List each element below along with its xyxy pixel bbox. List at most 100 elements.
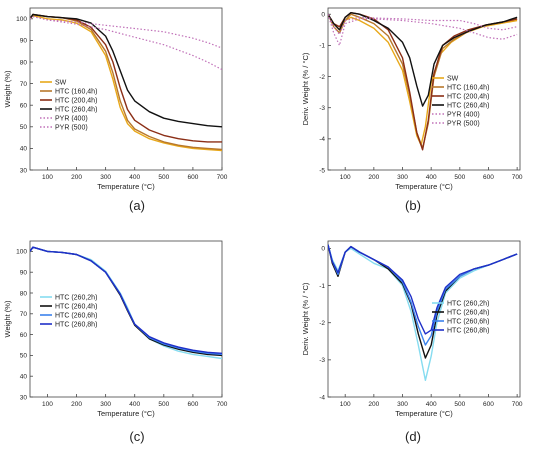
series-line-3	[328, 12, 518, 151]
x-tick-label: 700	[217, 174, 228, 181]
y-axis-label: Deriv. Weight (% / °C)	[301, 282, 310, 355]
x-tick-label: 100	[42, 401, 53, 408]
x-tick-label: 200	[368, 174, 379, 181]
series-line-5	[328, 13, 518, 36]
x-tick-label: 200	[368, 401, 379, 408]
series-line-1	[328, 13, 518, 146]
series-line-5	[30, 16, 222, 49]
legend: SW HTC (160,4h) HTC (200,4h) HTC (260,4h) PY…	[432, 75, 489, 127]
y-tick-label: -1	[319, 43, 325, 50]
legend-label: HTC (200,4h)	[55, 97, 97, 104]
y-tick-label: -3	[319, 357, 325, 364]
panel-caption: (b)	[405, 198, 421, 213]
x-tick-label: 100	[42, 174, 53, 181]
y-tick-label: 60	[20, 103, 28, 110]
y-tick-label: 30	[20, 167, 28, 174]
series-line-4	[328, 12, 518, 107]
legend-label: HTC (260,8h)	[447, 327, 489, 334]
series-line-2	[328, 13, 518, 149]
y-tick-label: -4	[319, 136, 325, 143]
legend-label: PYR (500)	[55, 124, 88, 131]
x-tick-label: 500	[158, 401, 169, 408]
legend-label: HTC (260,6h)	[55, 312, 97, 319]
y-tick-label: -5	[319, 167, 325, 174]
y-tick-label: 80	[20, 290, 28, 297]
y-tick-label: 90	[20, 38, 28, 45]
legend: HTC (260,2h) HTC (260,4h) HTC (260,6h) HTC …	[40, 294, 97, 328]
legend-label: SW	[447, 75, 459, 82]
x-tick-label: 700	[512, 174, 523, 181]
legend-label: HTC (200,4h)	[447, 93, 489, 100]
x-tick-label: 600	[483, 174, 494, 181]
y-axis-label: Weight (%)	[3, 70, 12, 107]
series-line-4	[30, 13, 222, 128]
y-tick-label: -4	[319, 394, 325, 401]
x-tick-label: 100	[340, 174, 351, 181]
legend-label: HTC (260,6h)	[447, 318, 489, 325]
x-tick-label: 600	[187, 401, 198, 408]
legend-label: PYR (500)	[447, 120, 480, 127]
legend: SW HTC (160,4h) HTC (200,4h) HTC (260,4h) PY…	[40, 79, 97, 131]
x-tick-label: 400	[426, 174, 437, 181]
x-axis-label: Temperature (°C)	[97, 409, 155, 418]
chart-panel-a: 100 200 300 400 500 600 700 30 40 50 60 70 80 90 100 Te…	[3, 7, 228, 213]
y-tick-label: 50	[20, 124, 28, 131]
y-axis-label: Deriv. Weight (% / °C)	[301, 52, 310, 125]
y-tick-label: -1	[319, 283, 325, 290]
legend-label: SW	[55, 79, 67, 86]
legend-label: PYR (400)	[55, 115, 88, 122]
x-tick-label: 700	[217, 401, 228, 408]
series-line-6	[30, 16, 222, 71]
y-tick-label: 60	[20, 332, 28, 339]
chart-panel-d: 100 200 300 400 500 600 700 -4 -3 -2 -1 0 Temperatur…	[301, 240, 523, 444]
x-tick-label: 400	[129, 401, 140, 408]
x-tick-label: 400	[129, 174, 140, 181]
legend-label: HTC (160,4h)	[447, 84, 489, 91]
plot-frame	[29, 240, 223, 398]
legend-label: PYR (400)	[447, 111, 480, 118]
y-tick-label: 100	[16, 249, 27, 256]
x-tick-label: 300	[397, 174, 408, 181]
x-tick-label: 200	[71, 401, 82, 408]
legend-label: HTC (260,4h)	[447, 309, 489, 316]
x-tick-label: 100	[340, 401, 351, 408]
plot-frame	[29, 7, 223, 171]
x-tick-label: 600	[483, 401, 494, 408]
x-tick-label: 400	[426, 401, 437, 408]
legend-label: HTC (260,2h)	[55, 294, 97, 301]
legend: HTC (260,2h) HTC (260,4h) HTC (260,6h) HTC …	[432, 300, 489, 334]
legend-label: HTC (260,4h)	[447, 102, 489, 109]
chart-panel-c: 100 200 300 400 500 600 700 30 40 50 60 70 80 90 100 Te…	[3, 240, 228, 444]
x-axis-label: Temperature (°C)	[97, 182, 155, 191]
x-tick-label: 200	[71, 174, 82, 181]
x-tick-label: 500	[158, 174, 169, 181]
y-tick-label: 50	[20, 353, 28, 360]
legend-label: HTC (260,4h)	[55, 303, 97, 310]
y-tick-label: 30	[20, 394, 28, 401]
legend-label: HTC (260,2h)	[447, 300, 489, 307]
legend-label: HTC (260,4h)	[55, 106, 97, 113]
series-line-1	[30, 14, 222, 152]
y-tick-label: 0	[321, 12, 325, 19]
y-tick-label: 70	[20, 311, 28, 318]
y-tick-label: -2	[319, 320, 325, 327]
legend-label: HTC (160,4h)	[55, 88, 97, 95]
panel-caption: (c)	[129, 429, 144, 444]
series-line-4	[30, 246, 222, 354]
y-axis-label: Weight (%)	[3, 300, 12, 337]
x-axis-label: Temperature (°C)	[395, 182, 453, 191]
series-line-3	[30, 13, 222, 143]
x-tick-label: 300	[100, 174, 111, 181]
y-tick-label: 0	[321, 246, 325, 253]
x-tick-label: 300	[100, 401, 111, 408]
y-tick-label: 70	[20, 81, 28, 88]
x-tick-label: 500	[454, 174, 465, 181]
y-tick-label: 40	[20, 374, 28, 381]
plot-frame	[327, 240, 521, 398]
chart-panel-b: 100 200 300 400 500 600 700 -5 -4 -3 -2 -1 0 Temperat…	[301, 7, 523, 213]
legend-label: HTC (260,8h)	[55, 321, 97, 328]
panel-caption: (a)	[129, 198, 145, 213]
panel-caption: (d)	[405, 429, 421, 444]
plot-frame	[327, 7, 521, 171]
